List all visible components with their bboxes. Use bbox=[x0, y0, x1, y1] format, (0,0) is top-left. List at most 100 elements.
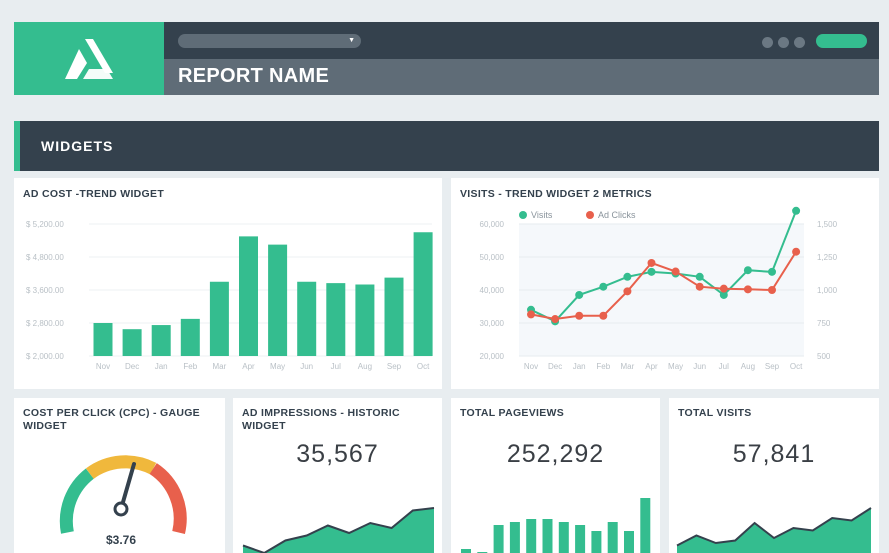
action-button[interactable] bbox=[816, 34, 867, 48]
area-line bbox=[242, 507, 435, 553]
data-point bbox=[599, 311, 608, 320]
y-tick-label: $ 3,600.00 bbox=[26, 286, 64, 295]
impressions-area-chart bbox=[242, 507, 435, 553]
x-tick-label: May bbox=[668, 362, 683, 371]
area-line bbox=[676, 507, 872, 547]
total-visits-value: 57,841 bbox=[732, 440, 816, 468]
bar-feb bbox=[180, 318, 200, 356]
y-tick-label: $ 2,800.00 bbox=[26, 319, 64, 328]
x-tick-label: Nov bbox=[96, 362, 110, 371]
impressions-value: 35,567 bbox=[296, 440, 379, 468]
y-right-tick-label: 750 bbox=[817, 319, 831, 328]
x-tick-label: Jun bbox=[300, 362, 313, 371]
bar-apr bbox=[239, 236, 258, 356]
report-name[interactable]: REPORT NAME bbox=[178, 65, 330, 87]
data-point bbox=[623, 272, 632, 281]
menu-dot-icon[interactable] bbox=[794, 37, 805, 48]
widget-title-line: WIDGET bbox=[242, 420, 286, 432]
cpc-gauge-widget[interactable]: COST PER CLICK (CPC) - GAUGE WIDGET $3.7… bbox=[14, 398, 225, 553]
y-left-tick-label: 50,000 bbox=[480, 253, 505, 262]
ad-cost-widget[interactable]: AD COST -TREND WIDGET $ 5,200.00 $ 4,800.… bbox=[14, 178, 442, 389]
y-left-tick-label: 30,000 bbox=[480, 319, 505, 328]
section-title: WIDGETS bbox=[41, 138, 114, 154]
section-accent bbox=[14, 121, 20, 171]
pageviews-bar bbox=[591, 531, 602, 553]
x-tick-label: Mar bbox=[621, 362, 635, 371]
bar-sep bbox=[384, 277, 404, 356]
gauge-pivot bbox=[113, 501, 129, 517]
gauge-mid-segment bbox=[85, 455, 157, 479]
data-point bbox=[719, 290, 728, 299]
menu-dot-icon[interactable] bbox=[778, 37, 789, 48]
legend-label: Visits bbox=[531, 210, 553, 220]
x-tick-label: Aug bbox=[741, 362, 755, 371]
bar-jun bbox=[297, 281, 317, 356]
pageviews-bar bbox=[493, 525, 504, 553]
report-header: ▼ REPORT NAME bbox=[14, 22, 879, 95]
legend-label: Ad Clicks bbox=[598, 210, 636, 220]
logo[interactable] bbox=[14, 22, 164, 95]
x-tick-label: Feb bbox=[183, 362, 197, 371]
y-left-tick-label: 60,000 bbox=[480, 220, 505, 229]
x-tick-label: Nov bbox=[524, 362, 538, 371]
legend-marker bbox=[519, 211, 527, 219]
widget-title-line: WIDGET bbox=[23, 420, 67, 432]
widget-title: VISITS - TREND WIDGET 2 METRICS bbox=[460, 188, 652, 200]
chevron-down-icon: ▼ bbox=[348, 37, 355, 44]
bar-oct bbox=[413, 232, 433, 356]
widget-title: COST PER CLICK (CPC) - GAUGE WIDGET bbox=[23, 407, 200, 433]
pageviews-bar bbox=[542, 519, 553, 553]
widget-title: AD COST -TREND WIDGET bbox=[23, 188, 165, 200]
menu-dot-icon[interactable] bbox=[762, 37, 773, 48]
pageviews-value: 252,292 bbox=[506, 440, 605, 468]
x-tick-label: Aug bbox=[358, 362, 372, 371]
x-tick-label: Jan bbox=[573, 362, 586, 371]
widget-title: TOTAL VISITS bbox=[678, 407, 752, 419]
x-tick-label: Jun bbox=[693, 362, 706, 371]
pageviews-bar bbox=[526, 519, 537, 553]
data-point bbox=[792, 247, 801, 256]
visits-area-chart bbox=[676, 507, 872, 553]
data-point bbox=[792, 206, 801, 215]
x-tick-label: Jul bbox=[331, 362, 341, 371]
area-fill bbox=[243, 508, 434, 553]
visits-line-chart: 60,000 1,500 50,000 1,250 40,000 1,000 30,000 7… bbox=[480, 206, 838, 371]
data-point bbox=[768, 286, 776, 294]
y-right-tick-label: 1,500 bbox=[817, 220, 838, 229]
gauge-low-segment bbox=[59, 468, 94, 534]
x-tick-label: Mar bbox=[213, 362, 227, 371]
gauge-needle bbox=[119, 462, 136, 511]
y-right-tick-label: 1,000 bbox=[817, 286, 838, 295]
bar-aug bbox=[355, 284, 375, 356]
x-tick-label: Apr bbox=[645, 362, 658, 371]
x-tick-label: Sep bbox=[387, 362, 402, 371]
ad-impressions-widget[interactable]: AD IMPRESSIONS - HISTORIC WIDGET 35,567 bbox=[233, 398, 442, 553]
x-tick-label: Apr bbox=[242, 362, 255, 371]
area-fill bbox=[677, 508, 871, 553]
series-line-ad-clicks bbox=[530, 251, 797, 321]
data-point bbox=[695, 282, 704, 291]
x-tick-label: May bbox=[270, 362, 285, 371]
y-right-tick-label: 500 bbox=[817, 352, 831, 361]
triangle-logo-icon bbox=[65, 38, 113, 79]
pageviews-bar bbox=[624, 531, 634, 553]
data-point bbox=[623, 287, 632, 296]
data-point bbox=[575, 311, 584, 320]
x-tick-label: Feb bbox=[596, 362, 610, 371]
widget-title-line: AD IMPRESSIONS - HISTORIC bbox=[242, 407, 400, 419]
visits-widget[interactable]: VISITS - TREND WIDGET 2 METRICS 60,000 1,… bbox=[451, 178, 879, 389]
data-point bbox=[647, 258, 656, 267]
data-point bbox=[647, 267, 656, 276]
cpc-gauge: $3.76 bbox=[59, 455, 187, 547]
total-visits-widget[interactable]: TOTAL VISITS 57,841 bbox=[669, 398, 879, 553]
report-selector-dropdown[interactable]: ▼ bbox=[178, 34, 361, 48]
legend-marker bbox=[586, 211, 594, 219]
pageviews-widget[interactable]: TOTAL PAGEVIEWS 252,292 bbox=[451, 398, 660, 553]
y-left-tick-label: 20,000 bbox=[480, 352, 505, 361]
widget-title-line: COST PER CLICK (CPC) - GAUGE bbox=[23, 407, 200, 419]
y-right-tick-label: 1,250 bbox=[817, 253, 838, 262]
data-point bbox=[551, 315, 560, 324]
pageviews-bar bbox=[558, 522, 569, 553]
y-left-tick-label: 40,000 bbox=[480, 286, 505, 295]
gauge-high-segment bbox=[149, 463, 187, 534]
